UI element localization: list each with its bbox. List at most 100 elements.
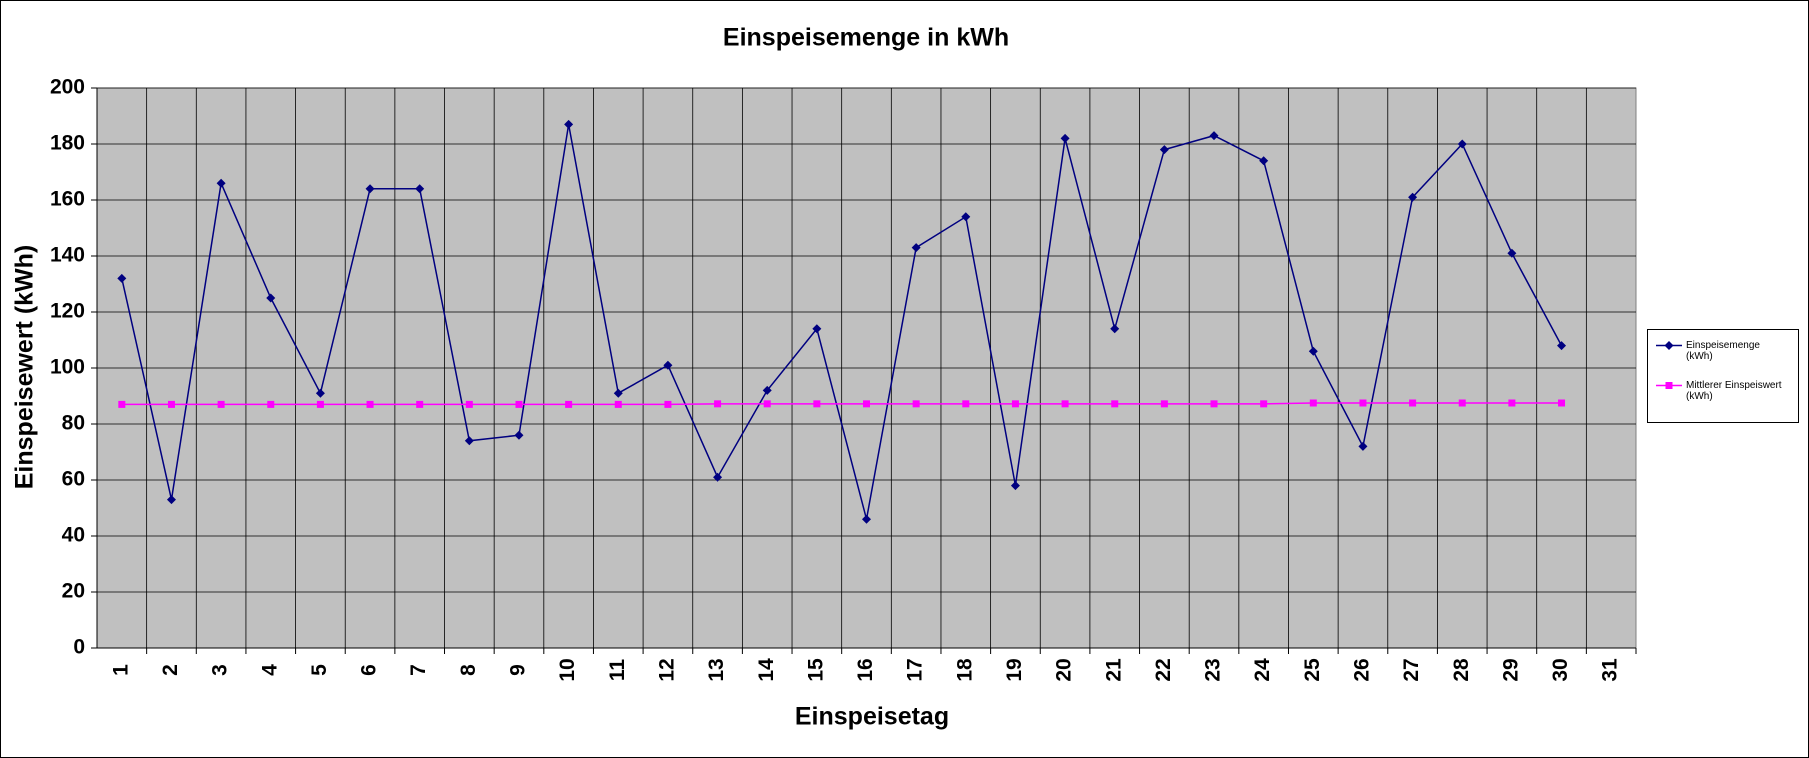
x-tick-label: 20 bbox=[1053, 658, 1076, 681]
point bbox=[216, 178, 226, 188]
point bbox=[564, 119, 574, 129]
legend-swatch bbox=[1656, 341, 1682, 350]
x-tick-label: 3 bbox=[209, 664, 232, 676]
point bbox=[1508, 399, 1516, 407]
legend-item: Mittlerer Einspeiswert (kWh) bbox=[1656, 380, 1786, 402]
point bbox=[1359, 399, 1367, 407]
x-tick-label: 14 bbox=[755, 658, 778, 682]
point bbox=[316, 400, 324, 408]
point bbox=[1060, 133, 1070, 143]
y-tick-label: 200 bbox=[50, 76, 85, 99]
legend-item: Einspeisemenge (kWh) bbox=[1656, 340, 1786, 362]
point bbox=[863, 400, 870, 408]
point bbox=[962, 400, 970, 408]
point bbox=[167, 400, 175, 408]
point bbox=[813, 400, 821, 408]
x-tick-label: 23 bbox=[1202, 658, 1225, 681]
point bbox=[117, 273, 127, 283]
point bbox=[1458, 399, 1466, 407]
x-tick-label: 31 bbox=[1599, 658, 1622, 682]
x-tick-label: 22 bbox=[1152, 658, 1175, 681]
y-tick-label: 140 bbox=[50, 244, 85, 267]
point bbox=[1408, 192, 1418, 202]
x-tick-label: 16 bbox=[854, 658, 877, 681]
y-axis-title: Einspeisewert (kWh) bbox=[11, 245, 39, 490]
point bbox=[464, 436, 474, 446]
point bbox=[1358, 441, 1368, 451]
point bbox=[663, 360, 673, 370]
point bbox=[1309, 399, 1317, 407]
point bbox=[1061, 400, 1069, 408]
x-tick-label: 24 bbox=[1251, 658, 1274, 682]
point bbox=[365, 184, 375, 194]
y-tick-label: 160 bbox=[50, 188, 85, 211]
x-tick-label: 19 bbox=[1003, 658, 1026, 681]
point bbox=[315, 388, 325, 398]
point bbox=[1209, 131, 1219, 141]
y-tick-label: 20 bbox=[62, 580, 85, 603]
point bbox=[1507, 248, 1517, 258]
x-tick-label: 5 bbox=[308, 664, 331, 676]
x-tick-label: 11 bbox=[606, 659, 629, 682]
point bbox=[1111, 400, 1119, 408]
point bbox=[514, 430, 524, 440]
point bbox=[465, 400, 473, 408]
point bbox=[515, 400, 523, 408]
point bbox=[613, 388, 623, 398]
x-tick-label: 6 bbox=[358, 664, 381, 676]
point bbox=[862, 514, 871, 524]
x-tick-label: 17 bbox=[904, 658, 927, 681]
point bbox=[1308, 346, 1318, 356]
x-tick-label: 26 bbox=[1350, 658, 1373, 681]
point bbox=[762, 385, 772, 395]
point bbox=[961, 212, 971, 222]
point bbox=[1457, 139, 1467, 149]
y-tick-label: 120 bbox=[50, 300, 85, 323]
x-tick-label: 10 bbox=[556, 658, 579, 681]
point bbox=[1011, 400, 1019, 408]
point bbox=[1557, 341, 1567, 351]
x-tick-label: 18 bbox=[953, 658, 976, 682]
x-tick-label: 7 bbox=[407, 664, 430, 676]
point bbox=[166, 495, 176, 505]
x-tick-label: 4 bbox=[258, 664, 281, 676]
point bbox=[812, 324, 822, 334]
point bbox=[713, 472, 723, 482]
point bbox=[911, 243, 921, 253]
point bbox=[565, 400, 573, 408]
x-tick-label: 13 bbox=[705, 658, 728, 681]
legend-swatch bbox=[1656, 382, 1682, 389]
point bbox=[118, 400, 126, 408]
point bbox=[912, 400, 920, 408]
point bbox=[1558, 399, 1566, 407]
y-tick-label: 0 bbox=[73, 636, 85, 659]
x-tick-label: 30 bbox=[1549, 658, 1572, 681]
chart-title: Einspeisemenge in kWh bbox=[723, 24, 1009, 52]
point bbox=[1110, 324, 1120, 334]
point bbox=[266, 293, 276, 303]
series-line bbox=[121, 402, 1562, 406]
x-tick-label: 27 bbox=[1400, 658, 1423, 681]
point bbox=[664, 400, 672, 408]
legend-label: Mittlerer Einspeiswert (kWh) bbox=[1686, 380, 1782, 402]
y-tick-label: 40 bbox=[62, 524, 85, 547]
x-tick-label: 8 bbox=[457, 664, 480, 676]
y-tick-label: 60 bbox=[62, 468, 85, 491]
legend-label: Einspeisemenge (kWh) bbox=[1686, 340, 1760, 362]
legend: Einspeisemenge (kWh) Mittlerer Einspeiswe… bbox=[1647, 329, 1799, 423]
point bbox=[1409, 399, 1417, 407]
point bbox=[763, 400, 771, 408]
x-tick-label: 2 bbox=[159, 664, 182, 676]
x-tick-label: 9 bbox=[507, 664, 530, 676]
point bbox=[1259, 156, 1269, 166]
legend-marker bbox=[1664, 341, 1674, 350]
y-tick-label: 80 bbox=[62, 412, 85, 435]
y-tick-label: 180 bbox=[50, 132, 85, 155]
legend-marker bbox=[1665, 382, 1673, 389]
y-tick-label: 100 bbox=[50, 356, 85, 379]
point bbox=[217, 400, 225, 408]
x-tick-label: 1 bbox=[109, 664, 132, 676]
series-line bbox=[121, 124, 1563, 520]
